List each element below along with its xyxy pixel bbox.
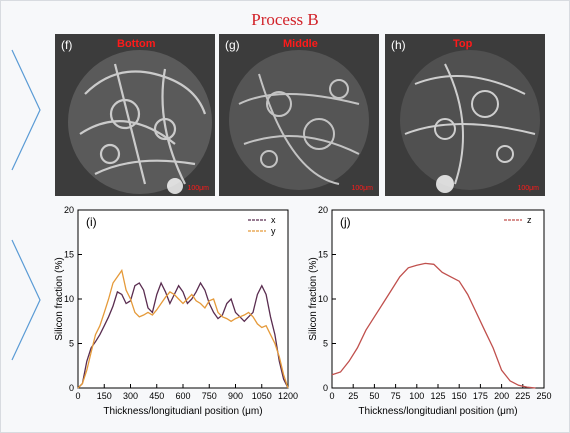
x-tick-label: 450: [149, 391, 164, 401]
y-tick-label: 15: [318, 250, 328, 260]
panel-label: (f): [61, 38, 73, 52]
y-tick-label: 20: [64, 205, 74, 215]
x-tick-label: 250: [536, 391, 551, 401]
x-tick-label: 300: [123, 391, 138, 401]
chart-panel-label: (i): [86, 215, 97, 229]
chevron-right-icon: [11, 239, 41, 361]
y-tick-label: 10: [318, 294, 328, 304]
micrograph-image: [68, 50, 212, 194]
figure-title: Process B: [251, 10, 319, 29]
micrograph-panel-bottom: (f) Bottom 100μm: [55, 34, 215, 196]
scale-bar: 100μm: [187, 185, 209, 192]
x-tick-label: 25: [348, 391, 358, 401]
y-tick-label: 0: [69, 383, 74, 393]
x-tick-label: 125: [430, 391, 445, 401]
x-tick-label: 150: [452, 391, 467, 401]
y-tick-label: 0: [323, 383, 328, 393]
y-axis-label: Silicon fraction (%): [308, 257, 319, 340]
plot-area: [331, 209, 545, 389]
y-tick-label: 20: [318, 205, 328, 215]
plot-area: [77, 209, 289, 389]
x-tick-label: 0: [75, 391, 80, 401]
y-axis-label: Silicon fraction (%): [54, 257, 65, 340]
panel-text: Middle: [283, 38, 318, 50]
x-tick-label: 75: [391, 391, 401, 401]
panel-label: (h): [391, 38, 406, 52]
series-line-y: [77, 268, 289, 389]
panel-text: Top: [453, 38, 473, 50]
x-tick-label: 1050: [252, 391, 272, 401]
chart-panel-label: (j): [340, 215, 351, 229]
x-tick-label: 50: [369, 391, 379, 401]
x-tick-label: 175: [473, 391, 488, 401]
x-tick-label: 900: [228, 391, 243, 401]
chevron-right-icon: [11, 49, 41, 171]
scale-bar: 100μm: [351, 185, 373, 192]
x-tick-label: 600: [175, 391, 190, 401]
x-axis-label: Thickness/longitudianl position (μm): [103, 406, 262, 417]
x-tick-label: 150: [97, 391, 112, 401]
x-tick-label: 750: [202, 391, 217, 401]
micrograph-panel-middle: (g) Middle 100μm: [219, 34, 379, 196]
legend-label: x: [271, 215, 276, 225]
x-tick-label: 0: [329, 391, 334, 401]
y-tick-label: 15: [64, 250, 74, 260]
x-tick-label: 225: [515, 391, 530, 401]
panel-label: (g): [225, 38, 240, 52]
y-tick-label: 5: [323, 339, 328, 349]
x-axis-label: Thickness/longitudianl position (μm): [358, 406, 517, 417]
micrograph-image: [229, 50, 369, 190]
x-tick-label: 200: [494, 391, 509, 401]
micrograph-image: [400, 50, 540, 193]
chart-j: 0 25 50 75 100 125 150 175 200 225 250 0 5 10 15 20 z (…: [308, 205, 552, 417]
micrograph-panel-top: (h) Top 100μm: [385, 34, 545, 196]
x-tick-label: 100: [409, 391, 424, 401]
x-tick-label: 1200: [278, 391, 298, 401]
scale-bar: 100μm: [517, 185, 539, 192]
chart-i: 0 150 300 450 600 750 900 1050 1200 0 5 10 15 20 xy (…: [54, 205, 298, 417]
legend-label: y: [271, 226, 276, 236]
y-tick-label: 10: [64, 294, 74, 304]
series-line-z: [331, 262, 536, 389]
y-tick-label: 5: [69, 339, 74, 349]
panel-text: Bottom: [117, 38, 156, 50]
legend-label: z: [527, 215, 532, 225]
series-line-x: [77, 281, 289, 389]
